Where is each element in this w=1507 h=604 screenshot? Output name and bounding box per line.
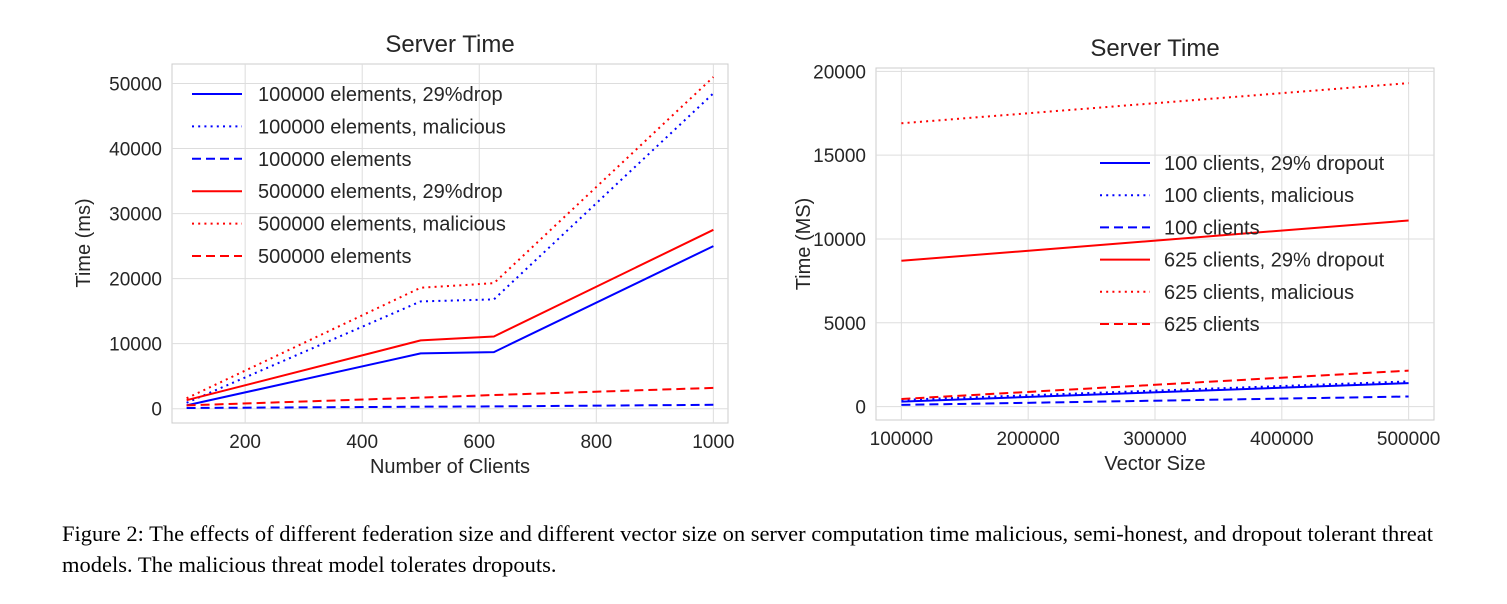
series-line-3 [901, 395, 1409, 406]
figure-caption: Figure 2: The effects of different feder… [62, 521, 1434, 577]
legend-label: 100 clients, 29% dropout [1164, 153, 1385, 175]
series-line-3 [186, 403, 714, 409]
x-tick-label: 500000 [1377, 429, 1440, 450]
legend-label: 100 clients [1164, 217, 1260, 239]
legend-label: 100000 elements [258, 149, 411, 171]
series-line-1 [186, 245, 714, 407]
legend-label: 100000 elements, malicious [258, 116, 506, 138]
chart-2: 100000 200000 300000 400000 500000 0 5000 10000… [793, 35, 1440, 475]
x-tick-label: 1000 [692, 432, 734, 453]
series-line-1 [901, 382, 1409, 403]
series-line-4 [186, 228, 714, 402]
y-axis-label: Time (MS) [793, 198, 815, 291]
y-tick-label: 20000 [109, 270, 162, 291]
x-tick-label: 600 [463, 432, 495, 453]
legend: 100000 elements, 29%drop 100000 elements,… [192, 84, 506, 268]
y-tick-label: 10000 [109, 335, 162, 356]
series-line-2 [901, 380, 1409, 401]
y-tick-label: 50000 [109, 75, 162, 96]
x-tick-label: 300000 [1123, 429, 1186, 450]
y-tick-label: 30000 [109, 205, 162, 226]
x-tick-label: 100000 [870, 429, 933, 450]
legend-label: 625 clients, malicious [1164, 282, 1354, 304]
figure-charts: 200 400 600 800 1000010000200003000040000500… [73, 31, 1440, 478]
x-tick-label: 400000 [1250, 429, 1313, 450]
x-tick-label: 200 [229, 432, 261, 453]
y-tick-label: 5000 [824, 314, 866, 335]
legend: 100 clients, 29% dropout 100 clients, mal… [1100, 153, 1385, 336]
series-line-4 [901, 219, 1409, 262]
y-tick-label: 20000 [813, 62, 866, 83]
legend-label: 500000 elements, malicious [258, 214, 506, 236]
x-axis-label: Number of Clients [370, 456, 530, 478]
legend-label: 625 clients [1164, 314, 1260, 336]
legend-label: 625 clients, 29% dropout [1164, 250, 1385, 272]
y-axis-label: Time (ms) [73, 198, 95, 287]
legend-label: 100 clients, malicious [1164, 185, 1354, 207]
legend-label: 500000 elements [258, 246, 411, 268]
y-tick-label: 10000 [813, 230, 866, 251]
legend-label: 100000 elements, 29%drop [258, 84, 503, 106]
chart-title: Server Time [385, 31, 514, 58]
series-line-2 [186, 92, 715, 404]
x-tick-label: 800 [580, 432, 612, 453]
x-tick-label: 200000 [996, 429, 1059, 450]
y-tick-label: 40000 [109, 140, 162, 161]
series-line-6 [901, 369, 1409, 400]
y-tick-label: 0 [855, 398, 866, 419]
legend-label: 500000 elements, 29%drop [258, 181, 503, 203]
plot-area [171, 63, 729, 424]
x-tick-label: 400 [346, 432, 378, 453]
y-tick-label: 0 [151, 400, 162, 421]
x-axis-label: Vector Size [1104, 453, 1205, 475]
series-line-5 [901, 82, 1409, 125]
chart-title: Server Time [1090, 35, 1219, 62]
chart-1: 200 400 600 800 1000010000200003000040000500… [73, 31, 735, 478]
y-tick-label: 15000 [813, 146, 866, 167]
series-line-6 [186, 386, 714, 407]
